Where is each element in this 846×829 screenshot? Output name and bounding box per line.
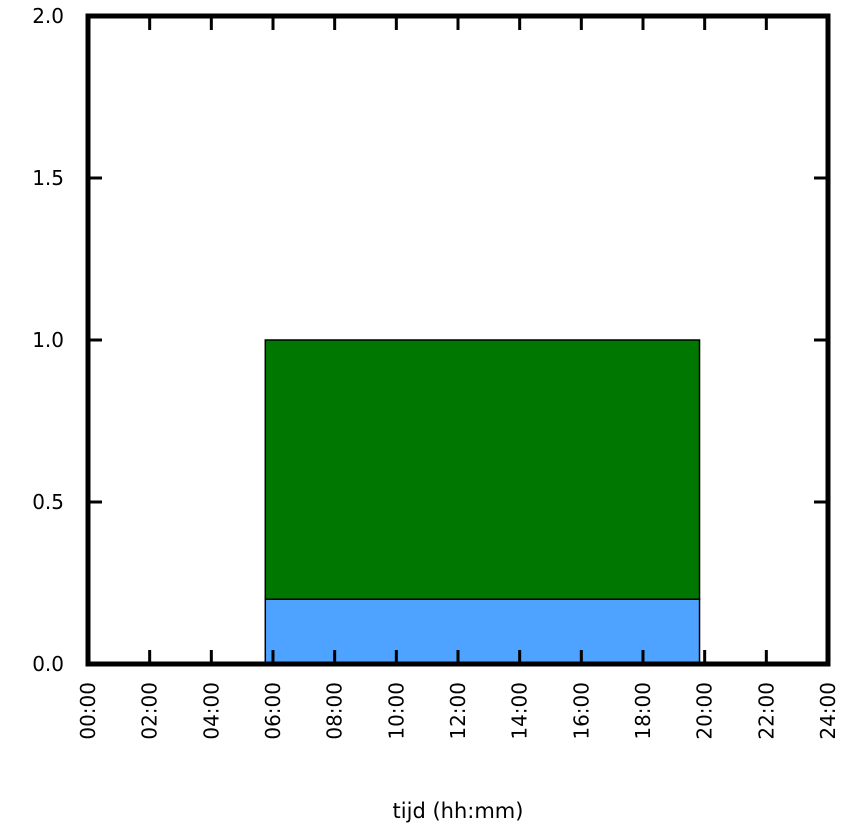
x-axis-title: tijd (hh:mm)	[393, 799, 524, 823]
x-tick-label-0: 00:00	[76, 682, 100, 740]
x-tick-label-6: 12:00	[446, 682, 470, 740]
x-tick-label-10: 20:00	[693, 682, 717, 740]
x-tick-label-11: 22:00	[754, 682, 778, 740]
x-tick-label-9: 18:00	[631, 682, 655, 740]
series-band-1	[264, 339, 701, 600]
series-layer	[264, 339, 701, 665]
y-tick-label-0: 0.0	[32, 652, 64, 676]
y-tick-label-3: 1.5	[32, 166, 64, 190]
x-tick-label-7: 14:00	[508, 682, 532, 740]
y-tick-label-4: 2.0	[32, 4, 64, 28]
x-tick-label-12: 24:00	[816, 682, 840, 740]
x-tick-label-3: 06:00	[261, 682, 285, 740]
plot-frame	[85, 13, 831, 667]
x-tick-label-4: 08:00	[323, 682, 347, 740]
x-tick-label-8: 16:00	[569, 682, 593, 740]
series-band-0	[264, 598, 701, 665]
label-layer: 0.0 0.5 1.0 1.5 2.0 00:00 02:00 04:00 06:00 08:00…	[32, 4, 840, 740]
x-tick-label-2: 04:00	[199, 682, 223, 740]
x-tick-label-5: 10:00	[384, 682, 408, 740]
x-tick-label-1: 02:00	[138, 682, 162, 740]
y-tick-label-1: 0.5	[32, 490, 64, 514]
y-tick-label-2: 1.0	[32, 328, 64, 352]
